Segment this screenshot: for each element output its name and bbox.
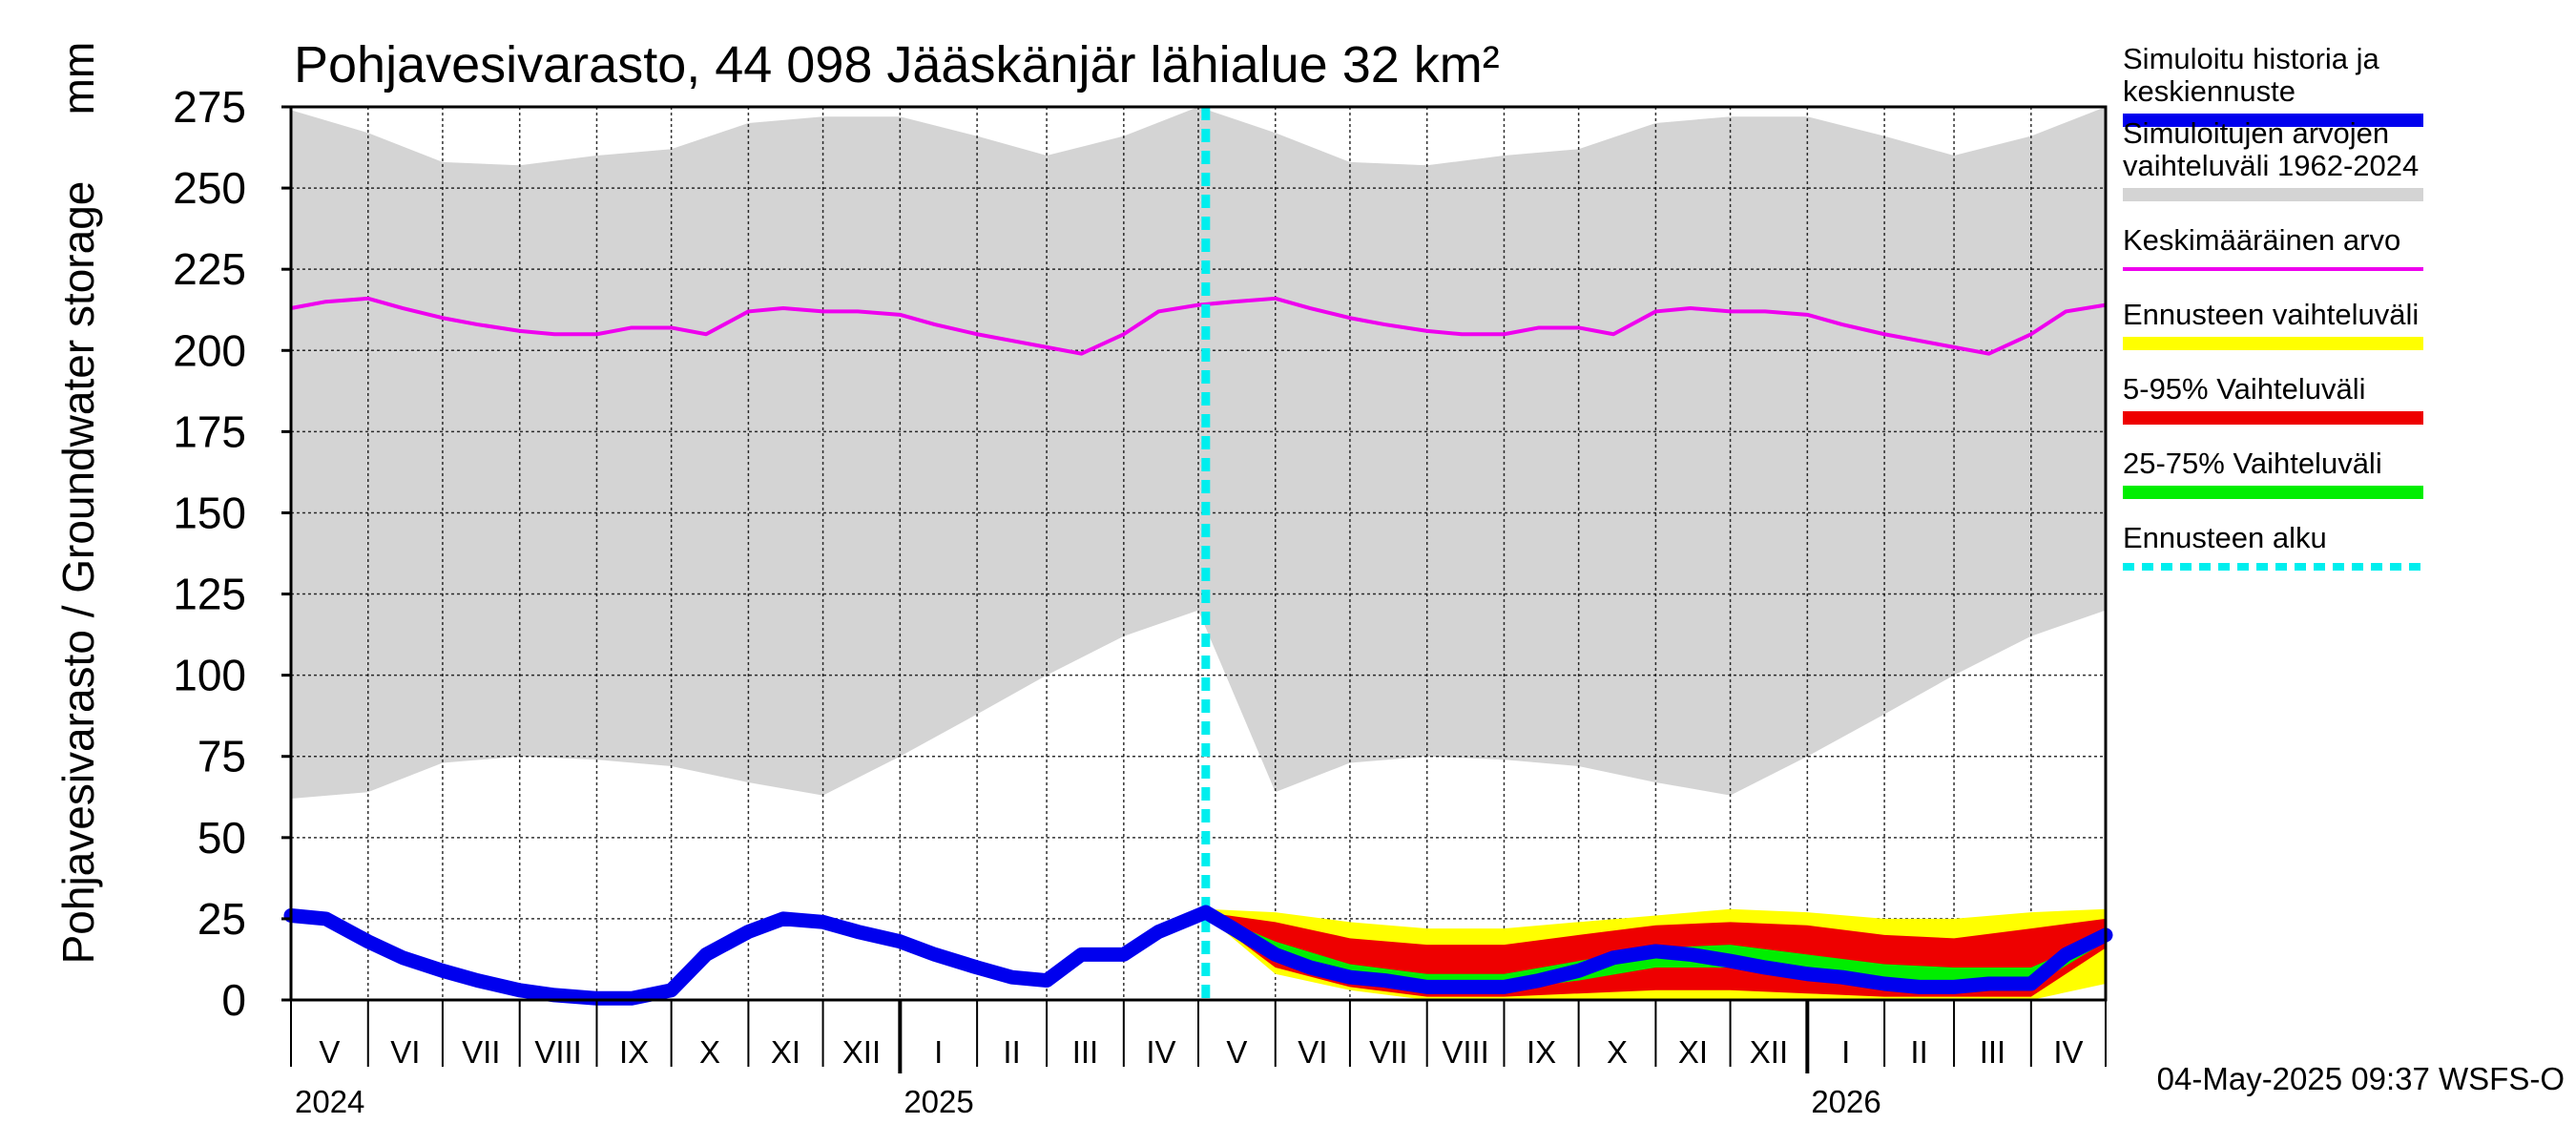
y-tick-label: 25 <box>197 894 246 944</box>
month-label: VI <box>1298 1034 1327 1070</box>
month-label: V <box>319 1034 340 1070</box>
month-label: V <box>1226 1034 1247 1070</box>
history-median-line <box>283 905 2113 1006</box>
legend-label: Keskimääräinen arvo <box>2123 223 2400 257</box>
legend-item-p25_75: 25-75% Vaihteluväli <box>2123 447 2423 499</box>
legend-label: Simuloitujen arvojen <box>2123 116 2389 150</box>
month-label: IX <box>1527 1034 1556 1070</box>
y-tick-label: 0 <box>221 975 246 1025</box>
month-label: XI <box>1678 1034 1708 1070</box>
y-tick-label: 200 <box>173 325 246 375</box>
y-tick-label: 250 <box>173 163 246 213</box>
year-label: 2026 <box>1811 1084 1880 1119</box>
y-axis-label: Pohjavesivarasto / Groundwater storage <box>53 181 103 965</box>
year-label: 2025 <box>904 1084 973 1119</box>
month-label: XII <box>842 1034 881 1070</box>
year-label: 2024 <box>295 1084 364 1119</box>
month-label: X <box>699 1034 720 1070</box>
month-label: X <box>1607 1034 1628 1070</box>
legend-label: Ennusteen alku <box>2123 521 2327 554</box>
legend-label: Ennusteen vaihteluväli <box>2123 298 2419 331</box>
month-label: IV <box>1146 1034 1175 1070</box>
month-label: VII <box>462 1034 500 1070</box>
month-label: XII <box>1750 1034 1788 1070</box>
legend-label: Simuloitu historia ja <box>2123 42 2380 75</box>
y-axis-unit: mm <box>53 42 103 115</box>
month-label: I <box>1841 1034 1850 1070</box>
month-label: VII <box>1369 1034 1407 1070</box>
month-label: I <box>934 1034 943 1070</box>
month-label: VIII <box>1442 1034 1489 1070</box>
y-tick-label: 125 <box>173 570 246 619</box>
y-tick-label: 150 <box>173 488 246 537</box>
y-tick-label: 175 <box>173 406 246 456</box>
legend-item-forecast_start: Ennusteen alku <box>2123 521 2423 571</box>
footer-timestamp: 04-May-2025 09:37 WSFS-O <box>2157 1061 2565 1096</box>
month-label: XI <box>771 1034 800 1070</box>
legend: Simuloitu historia jakeskiennusteSimuloi… <box>2123 42 2423 571</box>
legend-item-p5_95: 5-95% Vaihteluväli <box>2123 372 2423 425</box>
month-label: VIII <box>534 1034 582 1070</box>
month-label: VI <box>390 1034 420 1070</box>
month-label: III <box>1072 1034 1099 1070</box>
mean-line <box>290 296 2107 356</box>
legend-item-mean: Keskimääräinen arvo <box>2123 223 2423 271</box>
legend-label: keskiennuste <box>2123 74 2296 108</box>
month-label: IX <box>619 1034 649 1070</box>
y-tick-label: 75 <box>197 732 246 781</box>
y-tick-label: 100 <box>173 651 246 700</box>
y-tick-label: 275 <box>173 82 246 132</box>
chart-title: Pohjavesivarasto, 44 098 Jääskänjär lähi… <box>294 36 1500 94</box>
month-label: II <box>1910 1034 1927 1070</box>
legend-label: 25-75% Vaihteluväli <box>2123 447 2382 480</box>
month-label: II <box>1003 1034 1020 1070</box>
legend-item-forecast_range: Ennusteen vaihteluväli <box>2123 298 2423 350</box>
month-label: III <box>1980 1034 2006 1070</box>
legend-label: vaihteluväli 1962-2024 <box>2123 149 2419 182</box>
y-tick-label: 50 <box>197 813 246 863</box>
y-tick-label: 225 <box>173 244 246 294</box>
legend-label: 5-95% Vaihteluväli <box>2123 372 2365 406</box>
grid <box>290 106 2107 1000</box>
month-label: IV <box>2053 1034 2083 1070</box>
